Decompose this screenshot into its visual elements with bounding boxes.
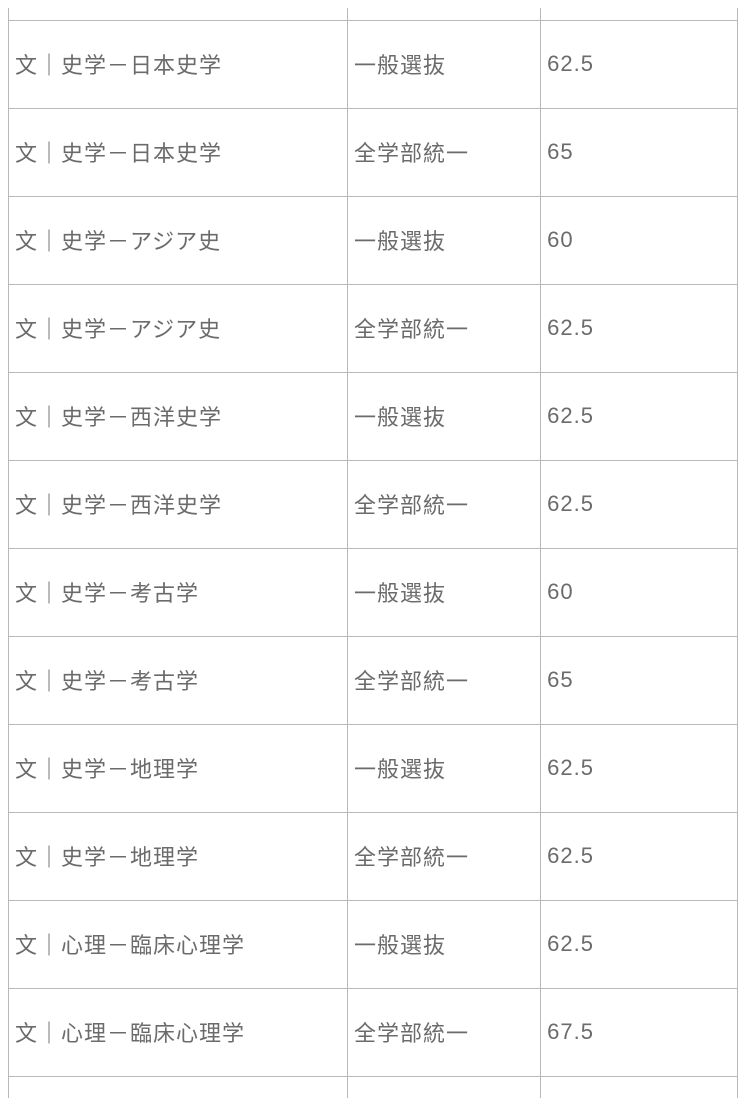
table-row: 文｜史学－考古学 全学部統一 65: [9, 636, 738, 724]
dept-cell: 文｜史学－地理学: [9, 724, 348, 812]
method-cell: 全学部統一: [347, 284, 540, 372]
dept-cell: 文｜史学－西洋史学: [9, 372, 348, 460]
table-row-partial-top: [9, 8, 738, 20]
deviation-score-table: 文｜史学－日本史学 一般選抜 62.5 文｜史学－日本史学 全学部統一 65 文…: [8, 8, 738, 1098]
method-cell: 全学部統一: [347, 108, 540, 196]
score-cell: 62.5: [541, 460, 738, 548]
dept-cell: 文｜史学－アジア史: [9, 196, 348, 284]
method-cell: 一般選抜: [347, 900, 540, 988]
table-row: 文｜史学－考古学 一般選抜 60: [9, 548, 738, 636]
score-cell: 67.5: [541, 988, 738, 1076]
table-row: 文｜史学－アジア史 全学部統一 62.5: [9, 284, 738, 372]
dept-cell: 文｜史学－アジア史: [9, 284, 348, 372]
table-row: 文｜史学－西洋史学 一般選抜 62.5: [9, 372, 738, 460]
table-row: 文｜史学－日本史学 全学部統一 65: [9, 108, 738, 196]
dept-cell: 文｜史学－考古学: [9, 636, 348, 724]
table-row: 文｜史学－日本史学 一般選抜 62.5: [9, 20, 738, 108]
table-row: 文｜史学－アジア史 一般選抜 60: [9, 196, 738, 284]
score-cell: 62.5: [541, 284, 738, 372]
score-cell: 60: [541, 548, 738, 636]
dept-cell: 文｜史学－地理学: [9, 812, 348, 900]
score-cell: 62.5: [541, 812, 738, 900]
method-cell: 一般選抜: [347, 20, 540, 108]
table-row: 文｜史学－西洋史学 全学部統一 62.5: [9, 460, 738, 548]
score-cell: 62.5: [541, 372, 738, 460]
method-cell: 全学部統一: [347, 636, 540, 724]
score-cell: 65: [541, 108, 738, 196]
score-cell: 62.5: [541, 20, 738, 108]
dept-cell: 文｜心理－臨床心理学: [9, 900, 348, 988]
table-row: 文｜史学－地理学 全学部統一 62.5: [9, 812, 738, 900]
method-cell: 一般選抜: [347, 548, 540, 636]
method-cell: 一般選抜: [347, 196, 540, 284]
table-row: 文｜心理－臨床心理学 全学部統一 67.5: [9, 988, 738, 1076]
dept-cell: 文｜史学－考古学: [9, 548, 348, 636]
dept-cell: 文｜心理－臨床心理学: [9, 988, 348, 1076]
method-cell: 一般選抜: [347, 724, 540, 812]
method-cell: 一般選抜: [347, 372, 540, 460]
method-cell: 全学部統一: [347, 460, 540, 548]
score-cell: 62.5: [541, 724, 738, 812]
score-cell: 62.5: [541, 900, 738, 988]
dept-cell: 文｜史学－西洋史学: [9, 460, 348, 548]
dept-cell: 文｜史学－日本史学: [9, 108, 348, 196]
table-row: 文｜史学－地理学 一般選抜 62.5: [9, 724, 738, 812]
score-cell: 60: [541, 196, 738, 284]
table-row-partial-bottom: [9, 1076, 738, 1098]
table-body: 文｜史学－日本史学 一般選抜 62.5 文｜史学－日本史学 全学部統一 65 文…: [9, 8, 738, 1098]
dept-cell: 文｜史学－日本史学: [9, 20, 348, 108]
method-cell: 全学部統一: [347, 988, 540, 1076]
method-cell: 全学部統一: [347, 812, 540, 900]
score-cell: 65: [541, 636, 738, 724]
table-row: 文｜心理－臨床心理学 一般選抜 62.5: [9, 900, 738, 988]
